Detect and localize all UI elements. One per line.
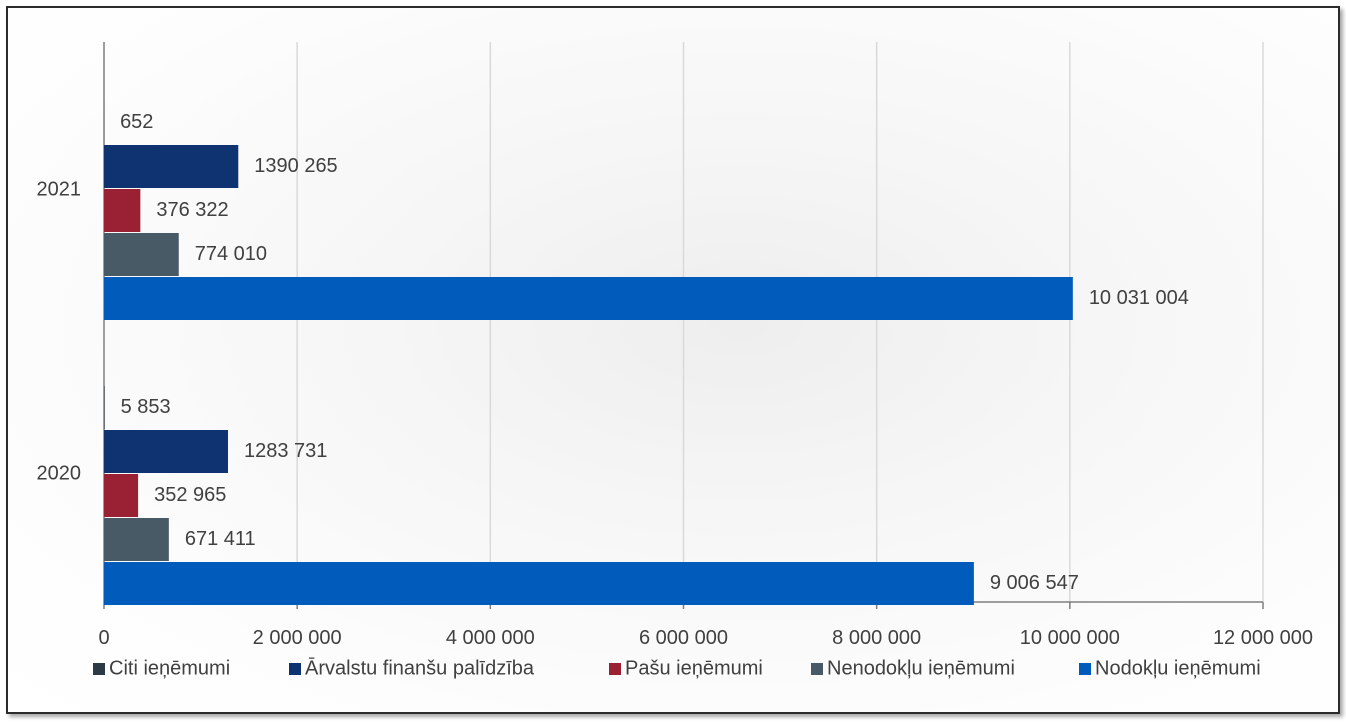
- x-tick-label: 2 000 000: [253, 627, 342, 649]
- bar: [104, 474, 139, 517]
- legend-swatch: [93, 663, 105, 675]
- data-label: 10 031 004: [1089, 287, 1189, 309]
- bar: [104, 562, 974, 605]
- legend-swatch: [289, 663, 301, 675]
- legend-label: Nodokļu ieņēmumi: [1095, 657, 1261, 679]
- category-label: 2021: [37, 178, 82, 200]
- bar: [104, 189, 141, 232]
- data-label: 376 322: [156, 199, 228, 221]
- bar: [104, 277, 1073, 320]
- bar: [104, 233, 179, 276]
- data-label: 774 010: [195, 243, 267, 265]
- legend-swatch: [811, 663, 823, 675]
- data-label: 9 006 547: [990, 572, 1079, 594]
- x-tick-label: 0: [98, 627, 109, 649]
- data-label: 671 411: [185, 528, 256, 550]
- x-tick-label: 6 000 000: [639, 627, 728, 649]
- data-label: 1390 265: [254, 155, 337, 177]
- legend-label: Citi ieņēmumi: [109, 657, 230, 679]
- data-label: 652: [120, 111, 153, 133]
- legend-swatch: [609, 663, 621, 675]
- bar: [104, 145, 239, 188]
- x-tick-label: 4 000 000: [446, 627, 535, 649]
- x-tick-label: 8 000 000: [832, 627, 921, 649]
- data-label: 5 853: [121, 396, 171, 418]
- legend-label: Pašu ieņēmumi: [625, 657, 763, 679]
- x-tick-label: 12 000 000: [1213, 627, 1313, 649]
- legend-swatch: [1079, 663, 1091, 675]
- bar: [104, 430, 228, 473]
- legend-label: Ārvalstu finanšu palīdzība: [305, 656, 535, 679]
- bar: [104, 518, 169, 561]
- legend-label: Nenodokļu ieņēmumi: [827, 657, 1015, 679]
- data-label: 1283 731: [244, 440, 327, 462]
- x-tick-label: 10 000 000: [1020, 627, 1120, 649]
- data-label: 352 965: [154, 484, 226, 506]
- category-label: 2020: [37, 462, 82, 484]
- bar: [104, 386, 105, 429]
